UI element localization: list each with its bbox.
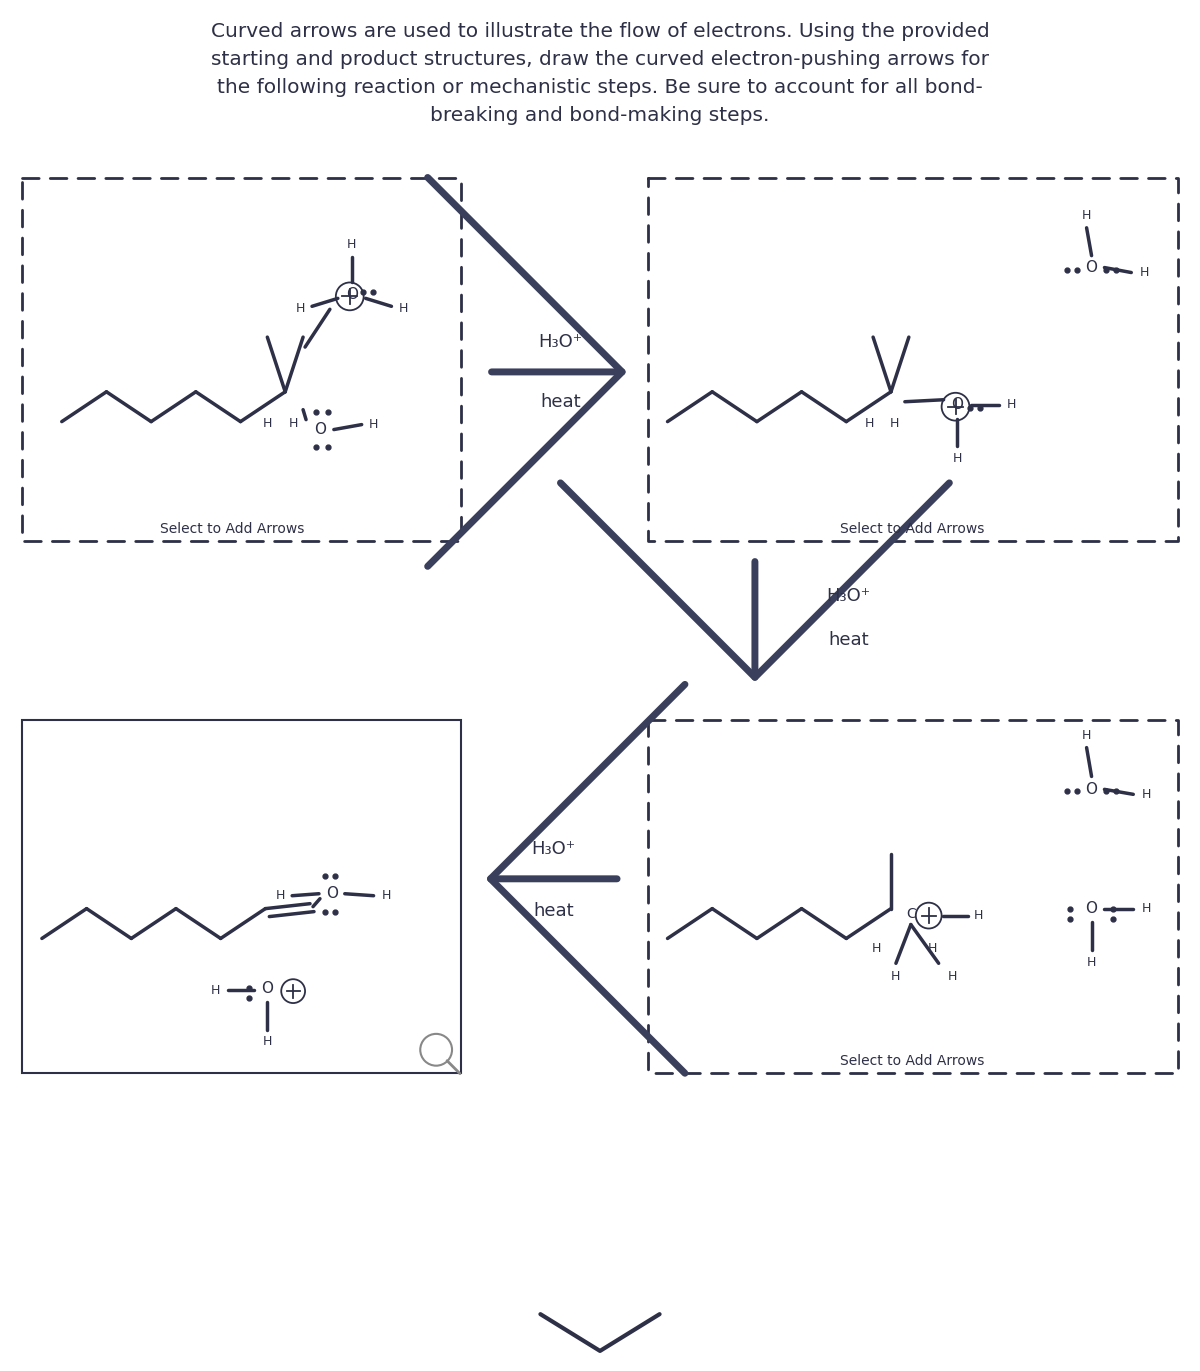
Text: H₃O⁺: H₃O⁺	[532, 840, 575, 858]
Text: H: H	[1082, 729, 1091, 742]
Text: H₃O⁺: H₃O⁺	[827, 587, 870, 605]
Text: H: H	[368, 418, 378, 430]
Text: heat: heat	[540, 392, 581, 411]
Polygon shape	[22, 720, 461, 1072]
Text: H: H	[892, 969, 901, 983]
Text: heat: heat	[533, 902, 574, 920]
Text: H: H	[1141, 902, 1151, 914]
Text: O: O	[1086, 901, 1098, 916]
Text: H: H	[211, 983, 221, 997]
Text: H: H	[276, 890, 284, 902]
Text: H: H	[1141, 788, 1151, 801]
Text: O: O	[346, 287, 358, 302]
Text: H₃O⁺: H₃O⁺	[539, 333, 582, 351]
Text: Select to Add Arrows: Select to Add Arrows	[161, 522, 305, 536]
Text: H: H	[1082, 210, 1091, 222]
Text: H: H	[382, 890, 391, 902]
Text: H: H	[871, 942, 881, 954]
Text: H: H	[928, 942, 937, 954]
Text: H: H	[864, 417, 874, 430]
Text: O: O	[314, 422, 326, 437]
Text: O: O	[1086, 781, 1098, 797]
Text: Select to Add Arrows: Select to Add Arrows	[840, 522, 984, 536]
Text: O: O	[326, 886, 338, 901]
Text: H: H	[1140, 266, 1148, 280]
Text: H: H	[890, 417, 900, 430]
Text: Select to Add Arrows: Select to Add Arrows	[840, 1054, 984, 1068]
Text: O: O	[262, 980, 274, 995]
Text: H: H	[398, 302, 408, 315]
Text: H: H	[1007, 398, 1016, 411]
Text: H: H	[288, 417, 298, 430]
Text: H: H	[953, 452, 962, 465]
Text: O: O	[952, 398, 964, 413]
Text: H: H	[973, 909, 983, 923]
Text: Curved arrows are used to illustrate the flow of electrons. Using the provided
s: Curved arrows are used to illustrate the…	[211, 22, 989, 125]
Text: C: C	[906, 906, 916, 920]
Text: O: O	[1086, 260, 1098, 276]
Text: heat: heat	[828, 631, 869, 650]
Text: H: H	[347, 239, 356, 251]
Text: H: H	[263, 1035, 272, 1049]
Text: H: H	[948, 969, 958, 983]
Text: H: H	[295, 302, 305, 315]
Text: H: H	[263, 417, 272, 430]
Text: H: H	[1087, 956, 1097, 969]
